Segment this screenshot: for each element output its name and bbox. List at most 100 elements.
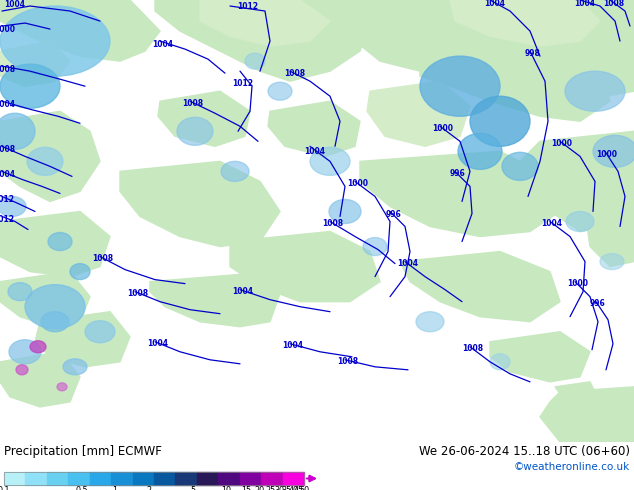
Text: 1000: 1000 (552, 139, 573, 148)
Ellipse shape (600, 253, 624, 270)
Text: 1: 1 (113, 487, 118, 490)
Bar (218, 472, 240, 485)
Bar (25, 472, 47, 485)
Text: 1008: 1008 (93, 254, 113, 263)
Polygon shape (155, 0, 370, 81)
Bar (240, 472, 261, 485)
Text: 1004: 1004 (484, 0, 505, 7)
Text: 1004: 1004 (4, 0, 25, 8)
Polygon shape (0, 111, 100, 201)
Text: 1000: 1000 (347, 179, 368, 188)
Text: 5: 5 (190, 487, 195, 490)
Ellipse shape (502, 152, 538, 180)
Text: We 26-06-2024 15..18 UTC (06+60): We 26-06-2024 15..18 UTC (06+60) (419, 445, 630, 458)
Ellipse shape (8, 283, 32, 301)
Ellipse shape (593, 135, 634, 168)
Bar (4, 472, 25, 485)
Polygon shape (520, 131, 634, 231)
Polygon shape (0, 212, 110, 277)
Text: 1004: 1004 (0, 100, 15, 109)
Text: 1004: 1004 (148, 339, 169, 348)
Ellipse shape (420, 56, 500, 116)
Polygon shape (400, 251, 560, 322)
Bar (4, 472, 304, 485)
Bar (133, 472, 154, 485)
Ellipse shape (0, 113, 35, 149)
Ellipse shape (329, 199, 361, 223)
Ellipse shape (41, 312, 69, 332)
Polygon shape (367, 81, 470, 147)
Text: 1008: 1008 (127, 289, 148, 298)
Text: 1008: 1008 (0, 145, 16, 154)
Polygon shape (200, 0, 330, 46)
Text: 1012: 1012 (0, 195, 15, 204)
Ellipse shape (16, 365, 28, 375)
Polygon shape (0, 352, 80, 407)
Polygon shape (420, 51, 610, 121)
Text: Precipitation [mm] ECMWF: Precipitation [mm] ECMWF (4, 445, 162, 458)
Ellipse shape (48, 233, 72, 250)
Text: 1004: 1004 (283, 341, 304, 350)
Text: 998: 998 (525, 49, 541, 58)
Text: 1008: 1008 (337, 357, 359, 367)
Text: 1004: 1004 (233, 287, 254, 296)
Polygon shape (0, 41, 70, 86)
Polygon shape (340, 0, 634, 101)
Text: 1004: 1004 (541, 219, 562, 228)
Polygon shape (585, 172, 634, 267)
Ellipse shape (221, 161, 249, 181)
Text: 20: 20 (255, 487, 265, 490)
Ellipse shape (0, 64, 60, 108)
Text: 1000: 1000 (0, 24, 15, 33)
Polygon shape (0, 0, 160, 61)
Bar (68, 472, 90, 485)
Bar (90, 472, 111, 485)
Polygon shape (540, 387, 634, 442)
Polygon shape (0, 271, 90, 327)
Ellipse shape (268, 82, 292, 100)
Ellipse shape (63, 359, 87, 375)
Text: 1004: 1004 (0, 170, 15, 179)
Text: 996: 996 (450, 169, 466, 178)
Text: 1000: 1000 (432, 124, 453, 133)
Text: 15: 15 (241, 487, 251, 490)
Bar (47, 472, 68, 485)
Ellipse shape (57, 383, 67, 391)
Ellipse shape (490, 354, 510, 370)
Text: 40: 40 (288, 487, 298, 490)
Ellipse shape (565, 71, 625, 111)
Text: 1008: 1008 (285, 69, 306, 77)
Ellipse shape (416, 312, 444, 332)
Ellipse shape (30, 341, 46, 353)
Bar (176, 472, 197, 485)
Polygon shape (268, 101, 360, 156)
Ellipse shape (85, 321, 115, 343)
Ellipse shape (177, 117, 213, 146)
Ellipse shape (470, 96, 530, 147)
Text: 996: 996 (590, 299, 606, 308)
Ellipse shape (27, 147, 63, 175)
Text: 50: 50 (299, 487, 309, 490)
Polygon shape (360, 151, 560, 237)
Text: 1008: 1008 (323, 219, 344, 228)
Text: 1012: 1012 (238, 1, 259, 10)
Text: 1004: 1004 (304, 147, 325, 156)
Polygon shape (35, 312, 130, 367)
Ellipse shape (310, 147, 350, 175)
Text: 35: 35 (281, 487, 292, 490)
Polygon shape (450, 0, 600, 46)
Ellipse shape (70, 264, 90, 280)
Text: 1012: 1012 (0, 215, 15, 224)
Bar (283, 472, 304, 485)
Text: 0.5: 0.5 (75, 487, 88, 490)
Text: 1000: 1000 (597, 150, 618, 159)
Text: 1008: 1008 (183, 98, 204, 108)
Polygon shape (555, 382, 600, 407)
Text: 1012: 1012 (233, 79, 254, 88)
Polygon shape (150, 273, 280, 327)
Ellipse shape (245, 53, 265, 69)
Bar (154, 472, 176, 485)
Polygon shape (120, 161, 280, 246)
Text: 45: 45 (294, 487, 304, 490)
Ellipse shape (25, 285, 85, 329)
